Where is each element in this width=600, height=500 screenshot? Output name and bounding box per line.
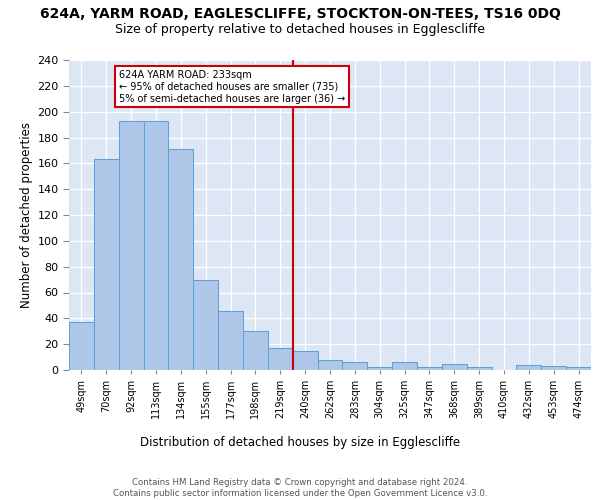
Bar (218, 310, 243, 370)
Bar (243, 331, 268, 370)
Text: Contains HM Land Registry data © Crown copyright and database right 2024.
Contai: Contains HM Land Registry data © Crown c… (113, 478, 487, 498)
Bar (442, 364, 467, 370)
Text: 624A YARM ROAD: 233sqm
← 95% of detached houses are smaller (735)
5% of semi-det: 624A YARM ROAD: 233sqm ← 95% of detached… (119, 70, 345, 104)
Bar (169, 149, 193, 370)
Bar (541, 366, 566, 370)
Bar (417, 368, 442, 370)
Bar (343, 362, 367, 370)
Bar (392, 362, 417, 370)
Bar (69, 322, 94, 370)
Bar (143, 120, 169, 370)
Bar (119, 120, 143, 370)
Bar (193, 280, 218, 370)
Bar (293, 350, 317, 370)
Bar (517, 365, 541, 370)
Bar (268, 348, 293, 370)
Bar (94, 160, 119, 370)
Y-axis label: Number of detached properties: Number of detached properties (20, 122, 33, 308)
Bar (467, 368, 491, 370)
Bar (566, 368, 591, 370)
Bar (317, 360, 343, 370)
Text: Size of property relative to detached houses in Egglescliffe: Size of property relative to detached ho… (115, 22, 485, 36)
Text: 624A, YARM ROAD, EAGLESCLIFFE, STOCKTON-ON-TEES, TS16 0DQ: 624A, YARM ROAD, EAGLESCLIFFE, STOCKTON-… (40, 8, 560, 22)
Bar (367, 368, 392, 370)
Text: Distribution of detached houses by size in Egglescliffe: Distribution of detached houses by size … (140, 436, 460, 449)
